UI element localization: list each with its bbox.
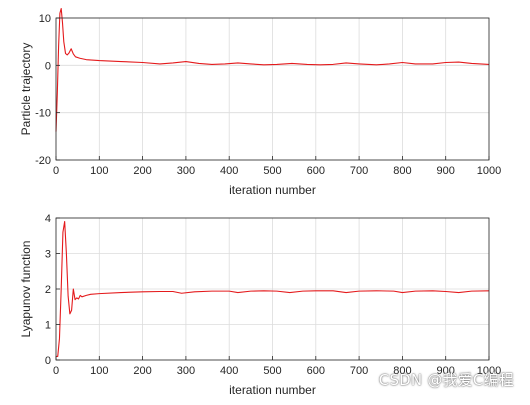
chart1-x-tick-label: 1000: [477, 165, 501, 177]
chart2-x-tick-label: 800: [393, 365, 411, 377]
chart2-x-tick-label: 1000: [477, 365, 501, 377]
chart2-x-tick-label: 700: [350, 365, 368, 377]
chart2-x-tick-label: 900: [437, 365, 455, 377]
chart1-series-line: [55, 7, 490, 132]
chart1-x-tick-label: 700: [350, 165, 368, 177]
chart1-x-tick-label: 800: [393, 165, 411, 177]
chart1-x-tick-label: 500: [263, 165, 281, 177]
chart2-series-line: [56, 221, 490, 358]
chart1-x-axis-label: iteration number: [229, 183, 316, 197]
chart2-y-tick-label: 1: [45, 320, 51, 332]
chart1-x-tick-label: 200: [133, 165, 151, 177]
chart2-x-axis-label: iteration number: [229, 383, 316, 397]
chart2-x-tick-label: 0: [53, 365, 59, 377]
chart2-x-tick-label: 500: [263, 365, 281, 377]
chart2-y-tick-label: 0: [45, 355, 51, 367]
chart2-x-tick-label: 200: [133, 365, 151, 377]
chart1-x-tick-label: 400: [220, 165, 238, 177]
chart2-x-tick-label: 400: [220, 365, 238, 377]
chart1-y-axis-label: Particle trajectory: [19, 43, 33, 136]
watermark: CSDN @我爱C编程: [378, 371, 514, 389]
chart1-y-tick-label: -20: [35, 155, 51, 167]
chart2-x-tick-label: 600: [307, 365, 325, 377]
chart2-x-tick-label: 100: [90, 365, 108, 377]
chart1-x-tick-label: 900: [437, 165, 455, 177]
chart2-y-tick-label: 2: [45, 284, 51, 296]
chart2-y-tick-label: 4: [45, 213, 51, 225]
chart1-x-tick-label: 100: [90, 165, 108, 177]
chart2-x-tick-label: 300: [177, 365, 195, 377]
chart1-y-tick-label: 10: [39, 13, 51, 25]
chart1-y-tick-label: -10: [35, 108, 51, 120]
chart1-x-tick-label: 600: [307, 165, 325, 177]
chart1-x-tick-label: 0: [53, 165, 59, 177]
chart2-y-tick-label: 3: [45, 249, 51, 261]
chart2-y-axis-label: Lyapunov function: [19, 241, 33, 338]
chart1-y-tick-label: 0: [45, 60, 51, 72]
chart1-x-tick-label: 300: [177, 165, 195, 177]
